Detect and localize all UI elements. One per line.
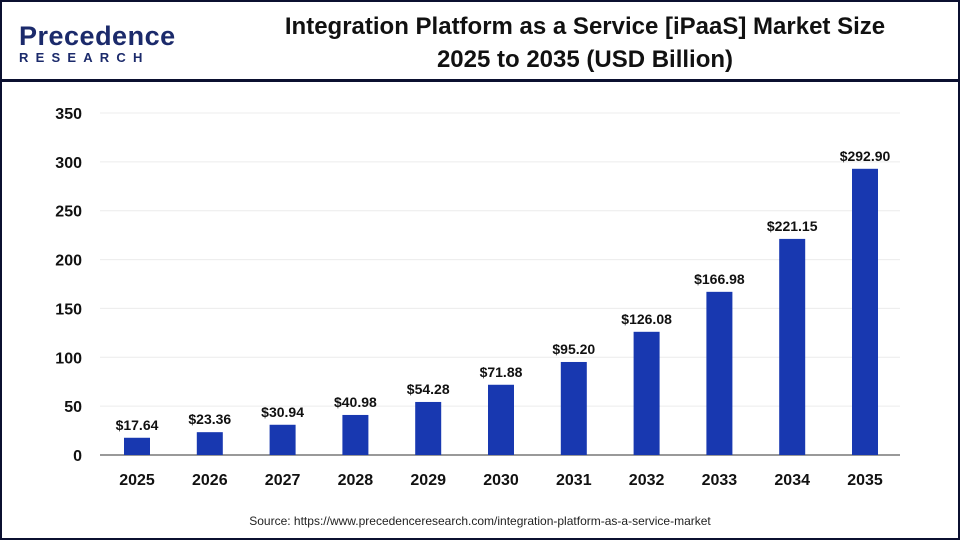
- y-tick-label: 350: [55, 106, 82, 123]
- chart-title: Integration Platform as a Service [iPaaS…: [182, 10, 948, 76]
- bar: [779, 238, 806, 455]
- bar: [415, 401, 442, 455]
- data-label: $71.88: [480, 364, 523, 380]
- data-label: $126.08: [621, 311, 672, 327]
- data-label: $40.98: [334, 394, 377, 410]
- source-note: Source: https://www.precedenceresearch.c…: [249, 514, 711, 528]
- data-label: $17.64: [116, 417, 159, 433]
- data-label: $221.15: [767, 218, 818, 234]
- y-tick-label: 0: [73, 448, 82, 465]
- y-tick-label: 150: [55, 301, 82, 318]
- bar: [124, 437, 150, 455]
- x-tick-label: 2026: [192, 472, 228, 489]
- bar: [269, 424, 296, 455]
- bar: [560, 361, 587, 455]
- bar: [488, 384, 514, 455]
- logo-line1: Precedence: [19, 21, 176, 51]
- x-tick-label: 2031: [556, 472, 592, 489]
- data-label: $23.36: [188, 411, 231, 427]
- header-divider: [2, 79, 958, 82]
- x-tick-label: 2032: [629, 472, 665, 489]
- x-tick-label: 2025: [119, 472, 155, 489]
- bar: [706, 291, 733, 455]
- x-tick-label: 2033: [702, 472, 738, 489]
- precedence-research-logo: Precedence RESEARCH: [19, 22, 176, 65]
- y-tick-label: 200: [55, 253, 82, 270]
- data-label: $54.28: [407, 381, 450, 397]
- x-tick-label: 2027: [265, 472, 301, 489]
- data-label: $95.20: [552, 341, 595, 357]
- x-tick-label: 2029: [410, 472, 446, 489]
- y-tick-label: 300: [55, 155, 82, 172]
- data-label: $30.94: [261, 404, 304, 420]
- y-tick-label: 100: [55, 350, 82, 367]
- bar: [342, 414, 369, 455]
- bar: [196, 432, 223, 455]
- bar: [633, 331, 660, 455]
- data-label: $166.98: [694, 271, 745, 287]
- data-label: $292.90: [840, 148, 891, 164]
- title-line1: Integration Platform as a Service [iPaaS…: [284, 13, 886, 40]
- x-tick-label: 2034: [774, 472, 810, 489]
- y-tick-label: 50: [64, 399, 82, 416]
- y-tick-label: 250: [55, 204, 82, 221]
- x-tick-label: 2030: [483, 472, 519, 489]
- x-tick-label: 2035: [847, 472, 883, 489]
- bar: [852, 168, 878, 455]
- logo-line2: RESEARCH: [19, 50, 150, 65]
- x-tick-label: 2028: [338, 472, 374, 489]
- title-line2: 2025 to 2035 (USD Billion): [436, 46, 734, 73]
